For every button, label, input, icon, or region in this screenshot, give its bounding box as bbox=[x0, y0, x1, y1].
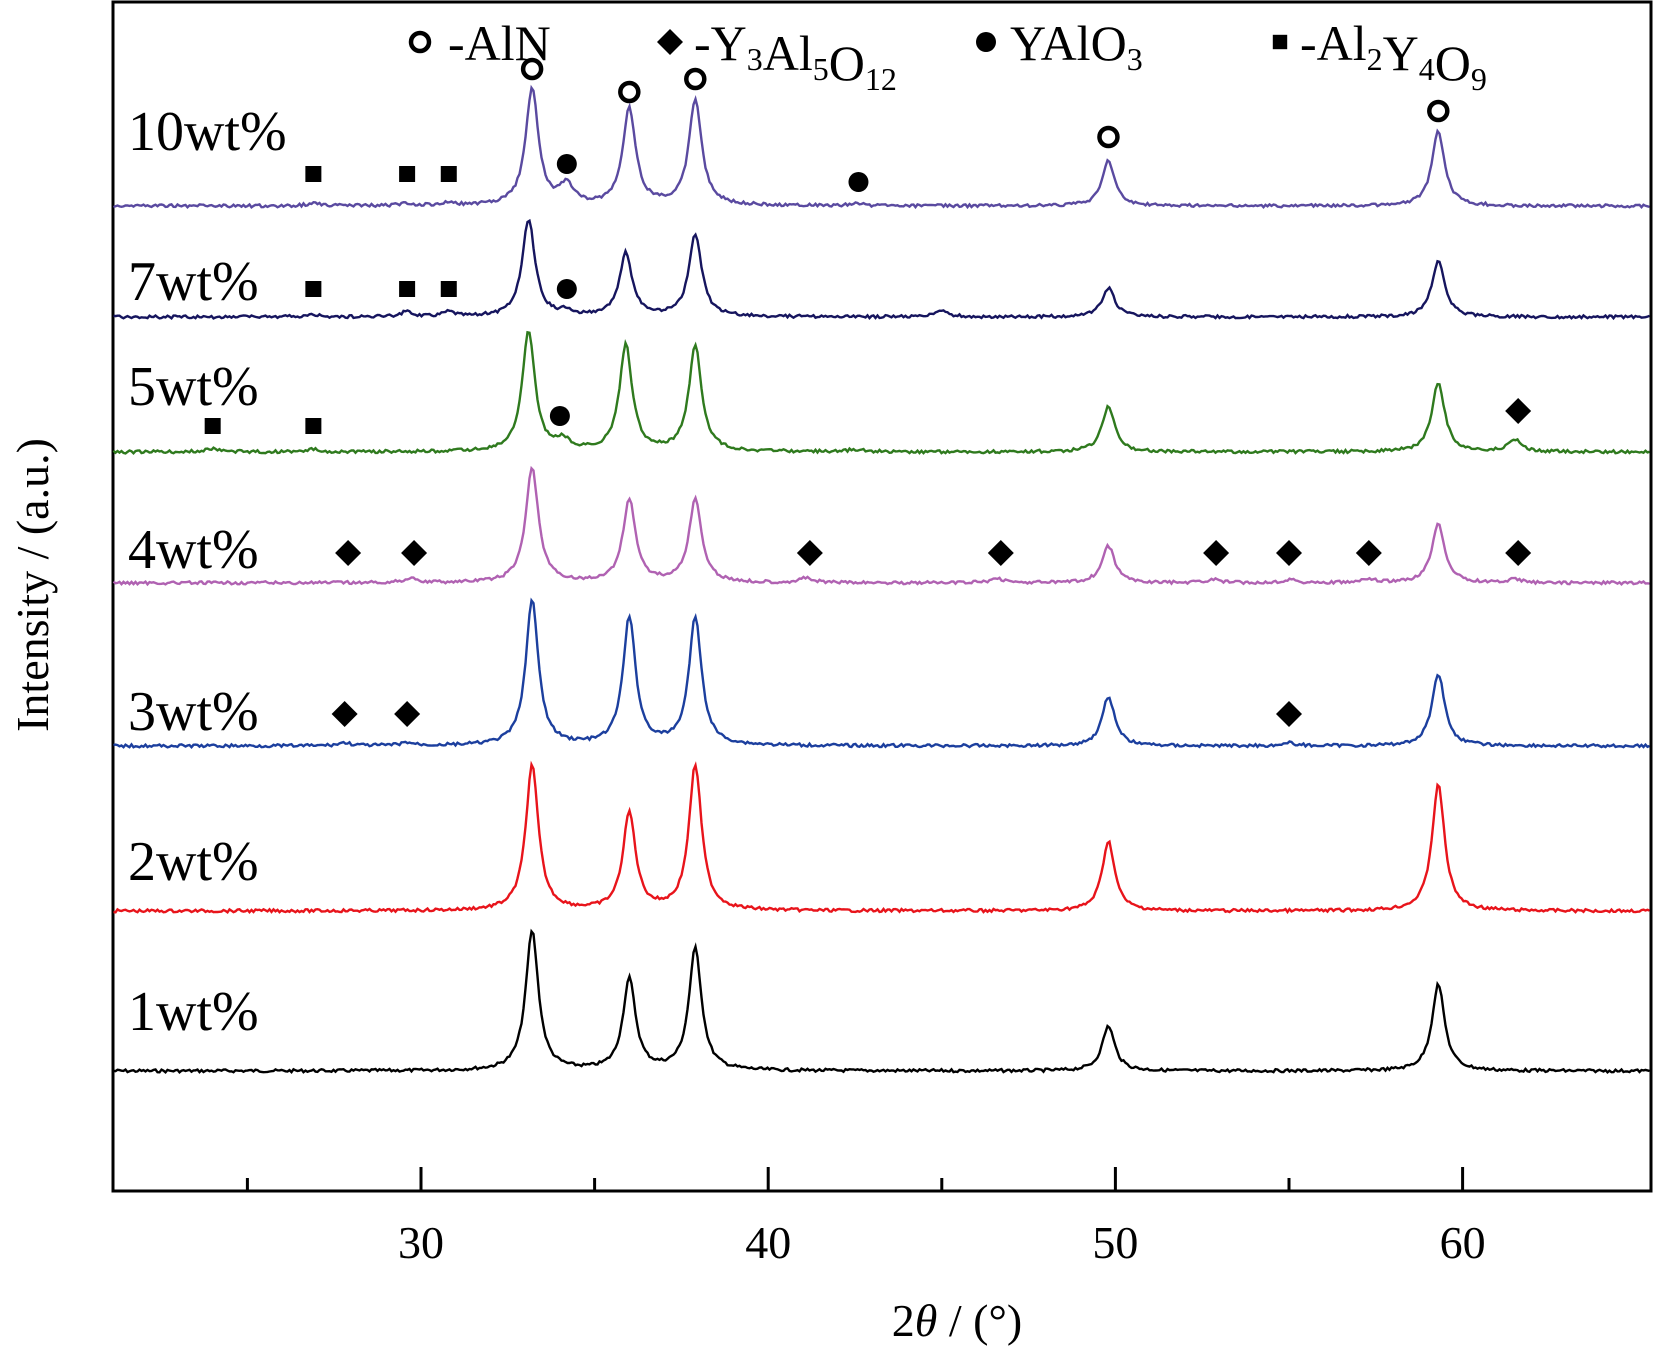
al2y4o9-marker bbox=[305, 418, 322, 434]
series-5wtpct: 5wt% bbox=[112, 330, 1650, 456]
yalo3-marker bbox=[848, 172, 869, 192]
yag-marker bbox=[1203, 540, 1230, 566]
al2y4o9-marker bbox=[305, 166, 322, 182]
legend-label: -Y3Al5O12 bbox=[694, 15, 897, 97]
al2y4o9-marker bbox=[440, 281, 457, 297]
series-label: 3wt% bbox=[128, 681, 259, 743]
series-line bbox=[113, 218, 1650, 321]
series-label: 4wt% bbox=[128, 519, 259, 581]
series-group: 1wt% 2wt% 3wt% 4wt% 5wt% 7wt% 10wt% bbox=[112, 57, 1650, 1074]
legend-item: -Al2Y4O9 bbox=[1272, 15, 1487, 97]
series-line bbox=[112, 465, 1650, 587]
series-3wtpct: 3wt% bbox=[113, 597, 1650, 750]
al2y4o9-marker bbox=[399, 166, 416, 182]
x-axis-ticks: 30 40 50 60 bbox=[245, 1167, 1486, 1268]
plot-frame bbox=[111, 0, 1653, 1193]
x-tick-label: 30 bbox=[398, 1217, 444, 1268]
x-tick-label: 60 bbox=[1440, 1217, 1486, 1268]
yag-marker bbox=[331, 701, 358, 727]
al2y4o9-marker bbox=[305, 281, 322, 297]
yalo3-marker bbox=[556, 154, 577, 174]
al2y4o9-marker bbox=[440, 166, 457, 182]
yag-marker bbox=[796, 540, 823, 566]
legend-item: -AlN bbox=[408, 15, 551, 71]
yalo3-marker bbox=[556, 279, 577, 299]
yag-marker bbox=[401, 540, 428, 566]
series-line bbox=[113, 84, 1650, 210]
aln-marker bbox=[684, 67, 707, 91]
yalo3-marker bbox=[976, 32, 996, 52]
y-axis-title: Intensity / (a.u.) bbox=[7, 438, 58, 732]
series-label: 2wt% bbox=[128, 831, 259, 893]
legend-item: -Y3Al5O12 bbox=[657, 15, 897, 97]
series-1wtpct: 1wt% bbox=[113, 928, 1650, 1074]
yag-marker bbox=[394, 701, 421, 727]
legend-item: YAlO3 bbox=[976, 15, 1143, 77]
aln-marker bbox=[520, 57, 544, 81]
series-2wtpct: 2wt% bbox=[113, 760, 1650, 915]
al2y4o9-marker bbox=[399, 281, 416, 297]
series-label: 5wt% bbox=[128, 356, 259, 418]
legend-label: -Al2Y4O9 bbox=[1300, 15, 1487, 97]
legend-label: -AlN bbox=[448, 15, 551, 71]
yag-marker bbox=[1505, 540, 1532, 566]
aln-marker bbox=[618, 80, 641, 104]
yag-marker bbox=[335, 540, 362, 566]
legend: -AlN -Y3Al5O12 YAlO3 -Al2Y4O9 bbox=[408, 15, 1487, 97]
series-label: 7wt% bbox=[128, 251, 259, 313]
series-label: 1wt% bbox=[128, 981, 259, 1043]
yag-marker bbox=[1276, 540, 1302, 566]
yag-marker bbox=[1505, 398, 1532, 424]
yag-marker bbox=[1355, 540, 1382, 566]
yag-marker bbox=[987, 540, 1014, 566]
x-tick-label: 40 bbox=[745, 1217, 791, 1268]
series-4wtpct: 4wt% bbox=[112, 465, 1650, 587]
al2y4o9-marker bbox=[204, 418, 221, 434]
yalo3-marker bbox=[549, 406, 570, 426]
series-10wtpct: 10wt% bbox=[113, 57, 1650, 210]
legend-label: YAlO3 bbox=[1010, 15, 1143, 77]
aln-marker bbox=[1097, 125, 1120, 149]
series-line bbox=[113, 597, 1650, 750]
series-line bbox=[113, 760, 1650, 915]
series-line bbox=[112, 330, 1650, 456]
x-axis-title: 2θ / (°) bbox=[892, 1295, 1022, 1346]
series-7wtpct: 7wt% bbox=[113, 218, 1650, 321]
yag-marker bbox=[657, 29, 683, 55]
series-label: 10wt% bbox=[128, 101, 287, 163]
al2y4o9-marker bbox=[1272, 34, 1288, 50]
series-line bbox=[113, 928, 1650, 1074]
aln-marker bbox=[408, 30, 432, 54]
aln-marker bbox=[1427, 99, 1450, 123]
x-tick-label: 50 bbox=[1092, 1217, 1138, 1268]
yag-marker bbox=[1276, 701, 1302, 727]
